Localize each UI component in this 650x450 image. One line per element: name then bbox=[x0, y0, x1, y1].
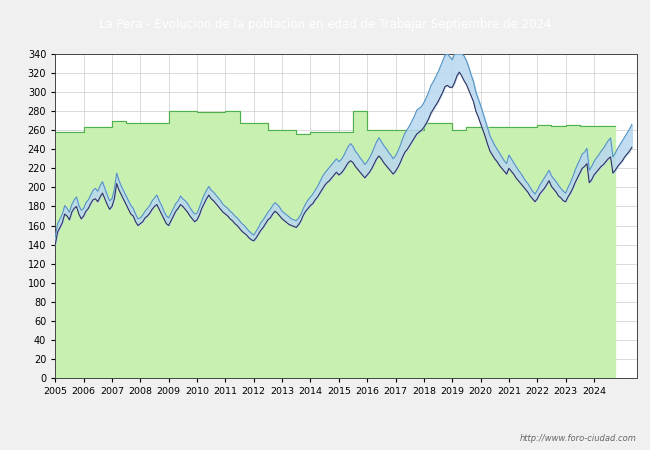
Text: La Pera - Evolucion de la poblacion en edad de Trabajar Septiembre de 2024: La Pera - Evolucion de la poblacion en e… bbox=[99, 18, 551, 31]
Text: http://www.foro-ciudad.com: http://www.foro-ciudad.com bbox=[520, 434, 637, 443]
